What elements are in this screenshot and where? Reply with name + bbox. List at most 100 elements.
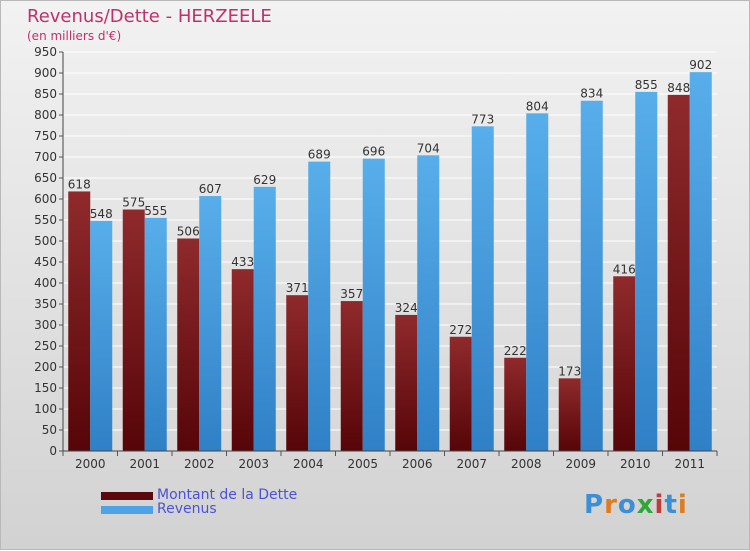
y-tick-label: 750 (34, 129, 57, 143)
bar-value-label: 548 (90, 207, 113, 221)
bar-value-label: 272 (449, 323, 472, 337)
logo-letter: x (636, 490, 655, 520)
bar-value-label: 357 (340, 287, 363, 301)
bar-value-label: 848 (667, 81, 690, 95)
logo-letter: P (584, 490, 605, 520)
y-tick-label: 350 (34, 297, 57, 311)
bar-dette (177, 238, 200, 451)
y-tick-label: 250 (34, 339, 57, 353)
bar-revenus (253, 186, 276, 451)
y-tick-label: 950 (34, 45, 57, 59)
bar-dette (504, 357, 527, 451)
bar-revenus (689, 72, 712, 451)
y-tick-label: 500 (34, 234, 57, 248)
x-tick-label: 2002 (184, 457, 215, 471)
axis-layer: 0 50 100 150 200 250 300 350 400 450 500 550 600 650 7… (34, 45, 718, 471)
bar-revenus (90, 220, 113, 451)
logo-letter: t (664, 490, 678, 520)
bar-dette (340, 301, 363, 451)
bar-value-label: 689 (308, 148, 331, 162)
x-tick-label: 2011 (674, 457, 705, 471)
bar-revenus (635, 91, 658, 452)
logo-letter: r (604, 490, 618, 520)
bar-dette (395, 314, 418, 451)
bar-dette (68, 191, 91, 451)
logo-letter: i (654, 490, 665, 520)
bar-revenus (308, 161, 331, 451)
y-tick-label: 800 (34, 108, 57, 122)
bar-value-label: 618 (68, 177, 91, 191)
legend-swatch-revenus (101, 506, 153, 514)
y-tick-label: 0 (49, 444, 57, 458)
y-tick-label: 300 (34, 318, 57, 332)
bar-value-label: 696 (362, 145, 385, 159)
bar-value-label: 902 (689, 58, 712, 72)
proxiti-logo: Proxiti (584, 490, 688, 520)
grid-layer (63, 51, 717, 452)
logo-letter: o (617, 490, 637, 520)
bar-value-label: 433 (231, 255, 254, 269)
bar-dette (667, 94, 690, 451)
bar-value-label: 704 (417, 141, 440, 155)
x-tick-label: 2009 (565, 457, 596, 471)
x-tick-label: 2005 (347, 457, 378, 471)
y-tick-label: 900 (34, 66, 57, 80)
chart-subtitle: (en milliers d'€) (27, 29, 122, 43)
bar-dette (449, 336, 472, 451)
x-tick-label: 2006 (402, 457, 433, 471)
bar-dette (558, 378, 581, 451)
bar-value-label: 222 (504, 344, 527, 358)
bar-layer (68, 72, 712, 452)
y-tick-label: 450 (34, 255, 57, 269)
y-tick-label: 50 (42, 423, 57, 437)
bar-value-label: 607 (199, 182, 222, 196)
bar-value-label: 773 (471, 112, 494, 126)
y-tick-label: 850 (34, 87, 57, 101)
bar-value-label: 575 (122, 196, 145, 210)
bar-dette (231, 269, 254, 451)
bar-dette (613, 276, 636, 451)
bar-revenus (144, 217, 167, 451)
x-tick-label: 2000 (75, 457, 106, 471)
y-tick-label: 150 (34, 381, 57, 395)
bar-revenus (417, 155, 440, 451)
legend-label-revenus: Revenus (157, 501, 217, 517)
y-tick-label: 400 (34, 276, 57, 290)
bar-value-label: 555 (144, 204, 167, 218)
x-tick-label: 2007 (456, 457, 487, 471)
bar-value-label: 804 (526, 99, 549, 113)
bar-value-label: 173 (558, 364, 581, 378)
bar-revenus (580, 100, 603, 451)
bar-value-label: 324 (395, 301, 418, 315)
y-tick-label: 700 (34, 150, 57, 164)
bar-value-label: 834 (580, 87, 603, 101)
y-tick-label: 550 (34, 213, 57, 227)
y-tick-label: 200 (34, 360, 57, 374)
logo-letter: i (677, 490, 688, 520)
x-tick-label: 2003 (238, 457, 269, 471)
bar-value-label: 855 (635, 78, 658, 92)
bar-value-label: 416 (613, 262, 636, 276)
x-tick-label: 2010 (620, 457, 651, 471)
bar-value-label: 371 (286, 281, 309, 295)
bar-dette (122, 209, 145, 451)
y-tick-label: 600 (34, 192, 57, 206)
bar-dette (286, 295, 309, 451)
x-tick-label: 2004 (293, 457, 324, 471)
bar-revenus (199, 196, 222, 451)
bar-value-label: 506 (177, 224, 200, 238)
bar-revenus (362, 158, 385, 451)
legend-label-dette: Montant de la Dette (157, 487, 298, 503)
y-tick-label: 650 (34, 171, 57, 185)
bar-revenus (471, 126, 494, 451)
bar-revenus (526, 113, 549, 451)
y-tick-label: 100 (34, 402, 57, 416)
x-tick-label: 2001 (129, 457, 160, 471)
legend-swatch-dette (101, 492, 153, 500)
bar-value-label: 629 (253, 173, 276, 187)
x-tick-label: 2008 (511, 457, 542, 471)
chart-title: Revenus/Dette - HERZEELE (27, 6, 272, 27)
